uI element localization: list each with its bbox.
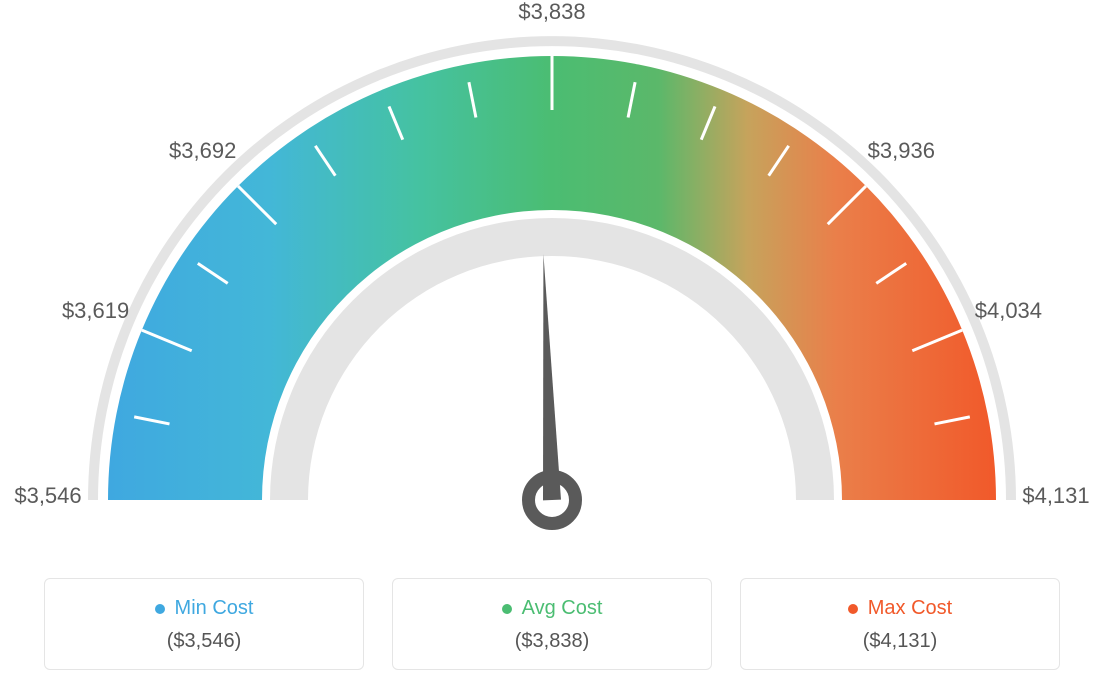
legend-value-min: ($3,546)	[55, 630, 353, 653]
gauge-tick-label: $3,546	[14, 483, 81, 509]
legend-card-max: Max Cost ($4,131)	[740, 578, 1060, 670]
dot-icon	[502, 604, 512, 614]
legend-title-text: Min Cost	[175, 597, 254, 620]
gauge-tick-label: $4,131	[1022, 483, 1089, 509]
legend-title-max: Max Cost	[848, 597, 952, 620]
legend-card-min: Min Cost ($3,546)	[44, 578, 364, 670]
legend-title-text: Max Cost	[868, 597, 952, 620]
legend-title-min: Min Cost	[155, 597, 254, 620]
legend-card-avg: Avg Cost ($3,838)	[392, 578, 712, 670]
gauge-svg	[0, 0, 1104, 560]
dot-icon	[155, 604, 165, 614]
legend-row: Min Cost ($3,546) Avg Cost ($3,838) Max …	[0, 578, 1104, 670]
legend-value-avg: ($3,838)	[403, 630, 701, 653]
gauge-tick-label: $3,838	[518, 0, 585, 25]
gauge-tick-label: $4,034	[975, 298, 1042, 324]
legend-title-avg: Avg Cost	[502, 597, 603, 620]
legend-title-text: Avg Cost	[522, 597, 603, 620]
dot-icon	[848, 604, 858, 614]
gauge-tick-label: $3,619	[62, 298, 129, 324]
gauge-tick-label: $3,692	[169, 138, 236, 164]
legend-value-max: ($4,131)	[751, 630, 1049, 653]
gauge-tick-label: $3,936	[868, 138, 935, 164]
gauge-chart: $3,546 $3,619 $3,692 $3,838 $3,936 $4,034 $4,1…	[0, 0, 1104, 560]
